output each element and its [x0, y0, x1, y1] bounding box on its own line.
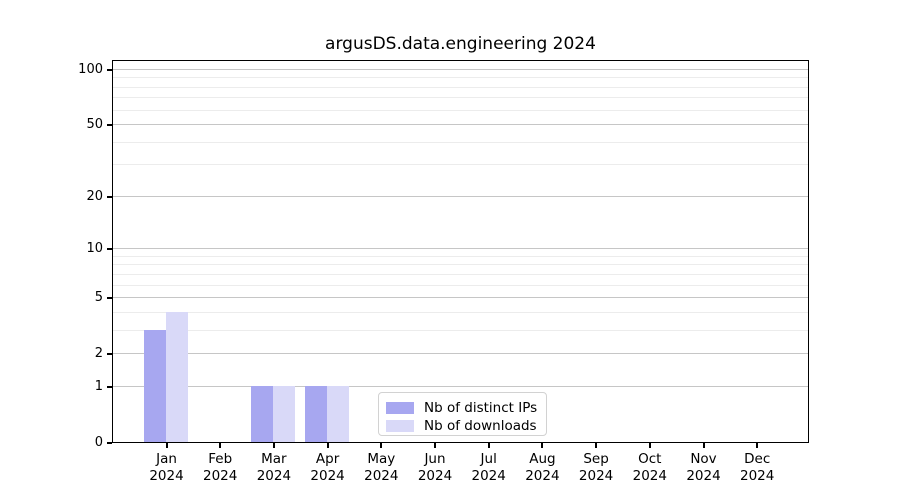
- x-tick-mark: [595, 443, 598, 448]
- y-tick-label: 1: [94, 378, 103, 394]
- x-tick-label-month: Dec: [744, 451, 771, 467]
- x-tick-label-year: 2024: [256, 468, 292, 484]
- y-gridline-minor: [113, 284, 808, 286]
- x-tick-mark: [702, 443, 705, 448]
- x-tick-label: Nov 2024: [672, 451, 736, 485]
- y-tick-label: 0: [94, 435, 103, 450]
- y-gridline-minor: [113, 264, 808, 266]
- legend: Nb of distinct IPs Nb of downloads: [378, 392, 547, 436]
- legend-swatch-distinct-ips: [386, 402, 414, 414]
- x-tick-label-year: 2024: [149, 468, 184, 484]
- x-tick-label-month: Jul: [480, 451, 497, 467]
- y-tick-label: 2: [94, 346, 103, 362]
- x-tick-mark: [380, 443, 383, 448]
- y-gridline-minor: [113, 86, 808, 88]
- legend-label-distinct-ips: Nb of distinct IPs: [424, 400, 538, 416]
- y-tick-mark: [107, 442, 112, 444]
- x-tick-label: May 2024: [349, 451, 413, 485]
- y-gridline-major: [113, 124, 808, 126]
- x-tick-label: Jun 2024: [403, 451, 467, 485]
- x-tick-label-year: 2024: [310, 468, 345, 484]
- y-tick-mark: [107, 68, 112, 71]
- x-tick-label-year: 2024: [417, 468, 453, 484]
- y-gridline-minor: [113, 109, 808, 111]
- x-tick-mark: [434, 443, 436, 448]
- y-tick-label: 50: [86, 116, 103, 132]
- y-tick-mark: [107, 385, 112, 388]
- plot-area: [112, 60, 809, 443]
- bar-downloads: [273, 385, 296, 442]
- x-tick-mark: [756, 443, 759, 448]
- x-tick-label-month: Aug: [529, 451, 556, 467]
- y-gridline-major: [113, 195, 808, 197]
- x-tick-label: Mar 2024: [242, 451, 306, 485]
- x-tick-label: Jul 2024: [457, 451, 521, 485]
- x-tick-label: Dec 2024: [725, 451, 789, 485]
- x-tick-mark: [541, 443, 544, 448]
- y-gridline-minor: [113, 273, 808, 275]
- y-gridline-minor: [113, 77, 808, 79]
- y-gridline-minor: [113, 330, 808, 332]
- y-tick-mark: [107, 123, 112, 126]
- y-gridline-major: [113, 248, 808, 250]
- y-gridline-minor: [113, 97, 808, 99]
- x-tick-label-year: 2024: [203, 468, 238, 484]
- x-tick-label: Feb 2024: [188, 451, 252, 485]
- y-tick-mark: [107, 353, 112, 356]
- y-gridline-major: [113, 353, 808, 355]
- x-tick-label-month: Oct: [638, 451, 662, 467]
- bar-distinct-ips: [143, 329, 166, 442]
- x-tick-mark: [326, 443, 329, 448]
- x-tick-label-year: 2024: [632, 468, 667, 484]
- legend-label-downloads: Nb of downloads: [424, 418, 537, 434]
- x-tick-label-year: 2024: [364, 468, 399, 484]
- x-tick-label: Aug 2024: [510, 451, 574, 485]
- legend-item-downloads: Nb of downloads: [386, 418, 537, 434]
- y-gridline-minor: [113, 311, 808, 313]
- x-tick-mark: [648, 443, 651, 448]
- y-tick-label: 5: [94, 290, 103, 306]
- bar-downloads: [165, 311, 188, 442]
- y-tick-mark: [107, 248, 112, 250]
- x-tick-label-year: 2024: [471, 468, 506, 484]
- bar-distinct-ips: [304, 385, 327, 442]
- y-gridline-minor: [113, 255, 808, 257]
- x-tick-label: Oct 2024: [618, 451, 682, 485]
- legend-item-distinct-ips: Nb of distinct IPs: [386, 400, 538, 416]
- x-tick-label-month: May: [367, 451, 396, 467]
- y-tick-mark: [107, 297, 112, 300]
- x-tick-label-year: 2024: [578, 468, 614, 484]
- bar-distinct-ips: [251, 385, 274, 442]
- x-tick-mark: [487, 443, 490, 448]
- x-tick-mark: [219, 443, 222, 448]
- y-gridline-major: [113, 68, 808, 70]
- y-gridline-minor: [113, 141, 808, 143]
- y-gridline-major: [113, 386, 808, 388]
- x-tick-label-year: 2024: [525, 468, 560, 484]
- x-tick-label: Apr 2024: [296, 451, 360, 485]
- legend-swatch-downloads: [386, 420, 414, 432]
- x-tick-label: Sep 2024: [564, 451, 628, 485]
- x-tick-label-month: Jun: [424, 451, 446, 467]
- x-tick-label-year: 2024: [740, 468, 775, 484]
- x-tick-label-month: Nov: [690, 451, 717, 467]
- y-gridline-major: [113, 297, 808, 299]
- x-tick-label: Jan 2024: [135, 451, 199, 485]
- y-tick-label: 10: [86, 241, 103, 256]
- x-tick-label-year: 2024: [686, 468, 721, 484]
- x-tick-mark: [272, 443, 275, 448]
- y-tick-label: 100: [78, 61, 103, 77]
- y-tick-label: 20: [86, 188, 103, 204]
- x-tick-label-month: Jan: [156, 451, 177, 467]
- x-tick-label-month: Apr: [315, 451, 340, 467]
- x-tick-label-month: Sep: [583, 451, 609, 467]
- y-gridline-minor: [113, 164, 808, 166]
- x-tick-label-month: Mar: [261, 451, 287, 467]
- x-tick-label-month: Feb: [208, 451, 233, 467]
- chart-title: argusDS.data.engineering 2024: [325, 34, 596, 54]
- y-tick-mark: [107, 195, 112, 198]
- bar-downloads: [326, 385, 349, 442]
- x-tick-mark: [165, 443, 168, 448]
